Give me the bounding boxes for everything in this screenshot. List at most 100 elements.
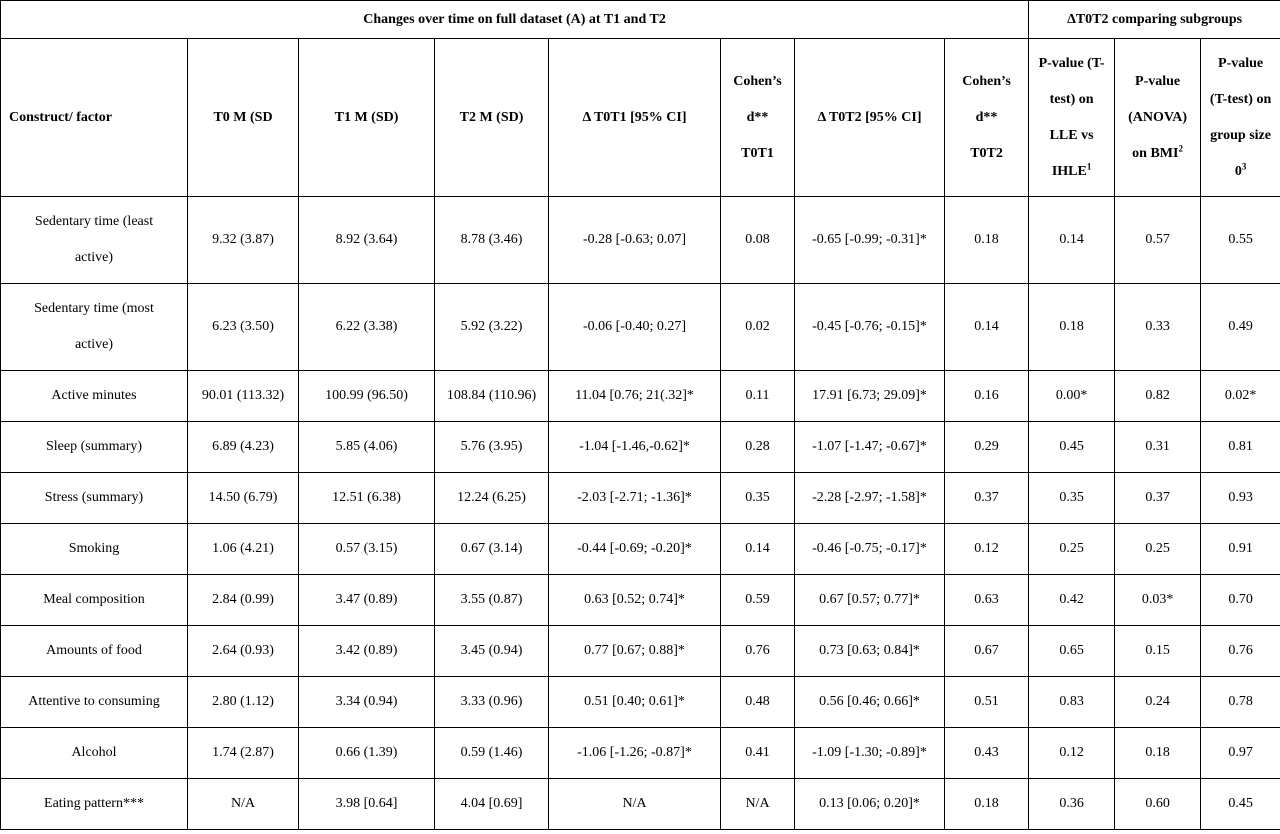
construct-cell: Smoking xyxy=(0,523,188,575)
cell-p-group: 0.91 xyxy=(1200,523,1280,575)
cell-t1: 5.85 (4.06) xyxy=(298,421,435,473)
construct-cell: Eating pattern*** xyxy=(0,778,188,830)
cell-p-bmi: 0.37 xyxy=(1114,472,1202,524)
construct-line2: active) xyxy=(74,250,114,265)
cell-cohen-t0t1: 0.14 xyxy=(720,523,795,575)
cell-p-group: 0.78 xyxy=(1200,676,1280,728)
cell-delta-t0t1: 0.63 [0.52; 0.74]* xyxy=(548,574,721,626)
cell-cohen-t0t2: 0.51 xyxy=(943,676,1030,728)
cell-p-lle: 0.00* xyxy=(1028,370,1116,422)
cell-delta-t0t2: -2.28 [-2.97; -1.58]* xyxy=(794,472,945,524)
cell-t1: 12.51 (6.38) xyxy=(298,472,435,524)
cell-t0: 2.84 (0.99) xyxy=(187,574,299,626)
cell-delta-t0t2: 0.13 [0.06; 0.20]* xyxy=(794,778,945,830)
header-cohen-t0t1-line2: d** xyxy=(746,109,769,125)
cell-cohen-t0t1: N/A xyxy=(720,778,795,830)
construct-cell: Sleep (summary) xyxy=(0,421,188,473)
table-row: Amounts of food 2.64 (0.93) 3.42 (0.89) … xyxy=(0,625,1280,677)
cell-p-group: 0.02* xyxy=(1200,370,1280,422)
header-p-group-line2: (T-test) on xyxy=(1209,91,1272,107)
cell-p-lle: 0.83 xyxy=(1028,676,1116,728)
cell-p-bmi: 0.15 xyxy=(1114,625,1202,677)
cell-cohen-t0t1: 0.28 xyxy=(720,421,795,473)
cell-t2: 3.45 (0.94) xyxy=(434,625,549,677)
cell-t1: 100.99 (96.50) xyxy=(298,370,435,422)
cell-delta-t0t1: -2.03 [-2.71; -1.36]* xyxy=(548,472,721,524)
header-cohen-t0t2-line2: d** xyxy=(975,109,998,125)
header-p-group-size: P-value (T-test) on group size 03 xyxy=(1200,38,1280,197)
cell-delta-t0t1: -1.06 [-1.26; -0.87]* xyxy=(548,727,721,779)
header-p-lle-line2: test) on xyxy=(1049,91,1094,107)
cell-t1: 3.47 (0.89) xyxy=(298,574,435,626)
cell-cohen-t0t2: 0.12 xyxy=(943,523,1030,575)
cell-p-lle: 0.14 xyxy=(1028,196,1116,284)
cell-p-group: 0.49 xyxy=(1200,283,1280,371)
footnote-marker-2: 2 xyxy=(1178,142,1183,153)
cell-p-lle: 0.25 xyxy=(1028,523,1116,575)
construct-cell: Sedentary time (most active) xyxy=(0,283,188,371)
cell-cohen-t0t1: 0.35 xyxy=(720,472,795,524)
header-cohen-t0t1: Cohen’s d** T0T1 xyxy=(720,38,795,197)
cell-delta-t0t1: -0.44 [-0.69; -0.20]* xyxy=(548,523,721,575)
header-delta-t0t1: Δ T0T1 [95% CI] xyxy=(548,38,721,197)
cell-cohen-t0t1: 0.02 xyxy=(720,283,795,371)
cell-cohen-t0t1: 0.59 xyxy=(720,574,795,626)
header-cohen-t0t2-line1: Cohen’s xyxy=(962,73,1011,89)
cell-cohen-t0t1: 0.48 xyxy=(720,676,795,728)
construct-cell: Meal composition xyxy=(0,574,188,626)
header-t2: T2 M (SD) xyxy=(434,38,549,197)
header-p-bmi-line1: P-value xyxy=(1135,73,1181,89)
table-row: Sleep (summary) 6.89 (4.23) 5.85 (4.06) … xyxy=(0,421,1280,473)
header-delta-t0t2: Δ T0T2 [95% CI] xyxy=(794,38,945,197)
cell-p-bmi: 0.82 xyxy=(1114,370,1202,422)
cell-delta-t0t2: 17.91 [6.73; 29.09]* xyxy=(794,370,945,422)
cell-t1: 3.98 [0.64] xyxy=(298,778,435,830)
cell-cohen-t0t2: 0.37 xyxy=(943,472,1030,524)
cell-delta-t0t2: -0.46 [-0.75; -0.17]* xyxy=(794,523,945,575)
table-row: Smoking 1.06 (4.21) 0.57 (3.15) 0.67 (3.… xyxy=(0,523,1280,575)
cell-t1: 3.34 (0.94) xyxy=(298,676,435,728)
cell-t0: 9.32 (3.87) xyxy=(187,196,299,284)
cell-p-bmi: 0.18 xyxy=(1114,727,1202,779)
header-cohen-t0t1-line3: T0T1 xyxy=(741,145,774,161)
footnote-marker-1: 1 xyxy=(1086,160,1092,171)
cell-cohen-t0t1: 0.41 xyxy=(720,727,795,779)
cell-cohen-t0t2: 0.43 xyxy=(943,727,1030,779)
cell-cohen-t0t1: 0.08 xyxy=(720,196,795,284)
cell-t0: 1.06 (4.21) xyxy=(187,523,299,575)
header-p-bmi-line2: (ANOVA) xyxy=(1128,109,1187,125)
cell-t0: N/A xyxy=(187,778,299,830)
cell-t0: 2.64 (0.93) xyxy=(187,625,299,677)
cell-delta-t0t2: 0.67 [0.57; 0.77]* xyxy=(794,574,945,626)
table-row: Active minutes 90.01 (113.32) 100.99 (96… xyxy=(0,370,1280,422)
header-cohen-t0t2-line3: T0T2 xyxy=(970,145,1003,161)
cell-delta-t0t2: 0.56 [0.46; 0.66]* xyxy=(794,676,945,728)
cell-t2: 3.55 (0.87) xyxy=(434,574,549,626)
cell-t0: 6.89 (4.23) xyxy=(187,421,299,473)
cell-t2: 8.78 (3.46) xyxy=(434,196,549,284)
cell-t2: 5.92 (3.22) xyxy=(434,283,549,371)
group-header-full-dataset: Changes over time on full dataset (A) at… xyxy=(0,0,1030,39)
cell-p-lle: 0.65 xyxy=(1028,625,1116,677)
cell-cohen-t0t2: 0.18 xyxy=(943,196,1030,284)
cell-p-lle: 0.18 xyxy=(1028,283,1116,371)
construct-line1: Sedentary time (least xyxy=(34,214,154,229)
cell-p-group: 0.70 xyxy=(1200,574,1280,626)
header-p-bmi-line3: on BMI xyxy=(1132,145,1179,161)
construct-cell: Alcohol xyxy=(0,727,188,779)
header-t1: T1 M (SD) xyxy=(298,38,435,197)
cell-t2: 0.67 (3.14) xyxy=(434,523,549,575)
cell-p-bmi: 0.57 xyxy=(1114,196,1202,284)
cell-cohen-t0t1: 0.11 xyxy=(720,370,795,422)
construct-cell: Sedentary time (least active) xyxy=(0,196,188,284)
header-p-bmi: P-value (ANOVA) on BMI2 xyxy=(1114,38,1202,197)
cell-p-bmi: 0.03* xyxy=(1114,574,1202,626)
cell-p-group: 0.76 xyxy=(1200,625,1280,677)
table-row: Meal composition 2.84 (0.99) 3.47 (0.89)… xyxy=(0,574,1280,626)
table-row: Eating pattern*** N/A 3.98 [0.64] 4.04 [… xyxy=(0,778,1280,830)
cell-p-group: 0.55 xyxy=(1200,196,1280,284)
cell-p-group: 0.81 xyxy=(1200,421,1280,473)
cell-delta-t0t1: 0.51 [0.40; 0.61]* xyxy=(548,676,721,728)
cell-t1: 3.42 (0.89) xyxy=(298,625,435,677)
cell-t1: 6.22 (3.38) xyxy=(298,283,435,371)
